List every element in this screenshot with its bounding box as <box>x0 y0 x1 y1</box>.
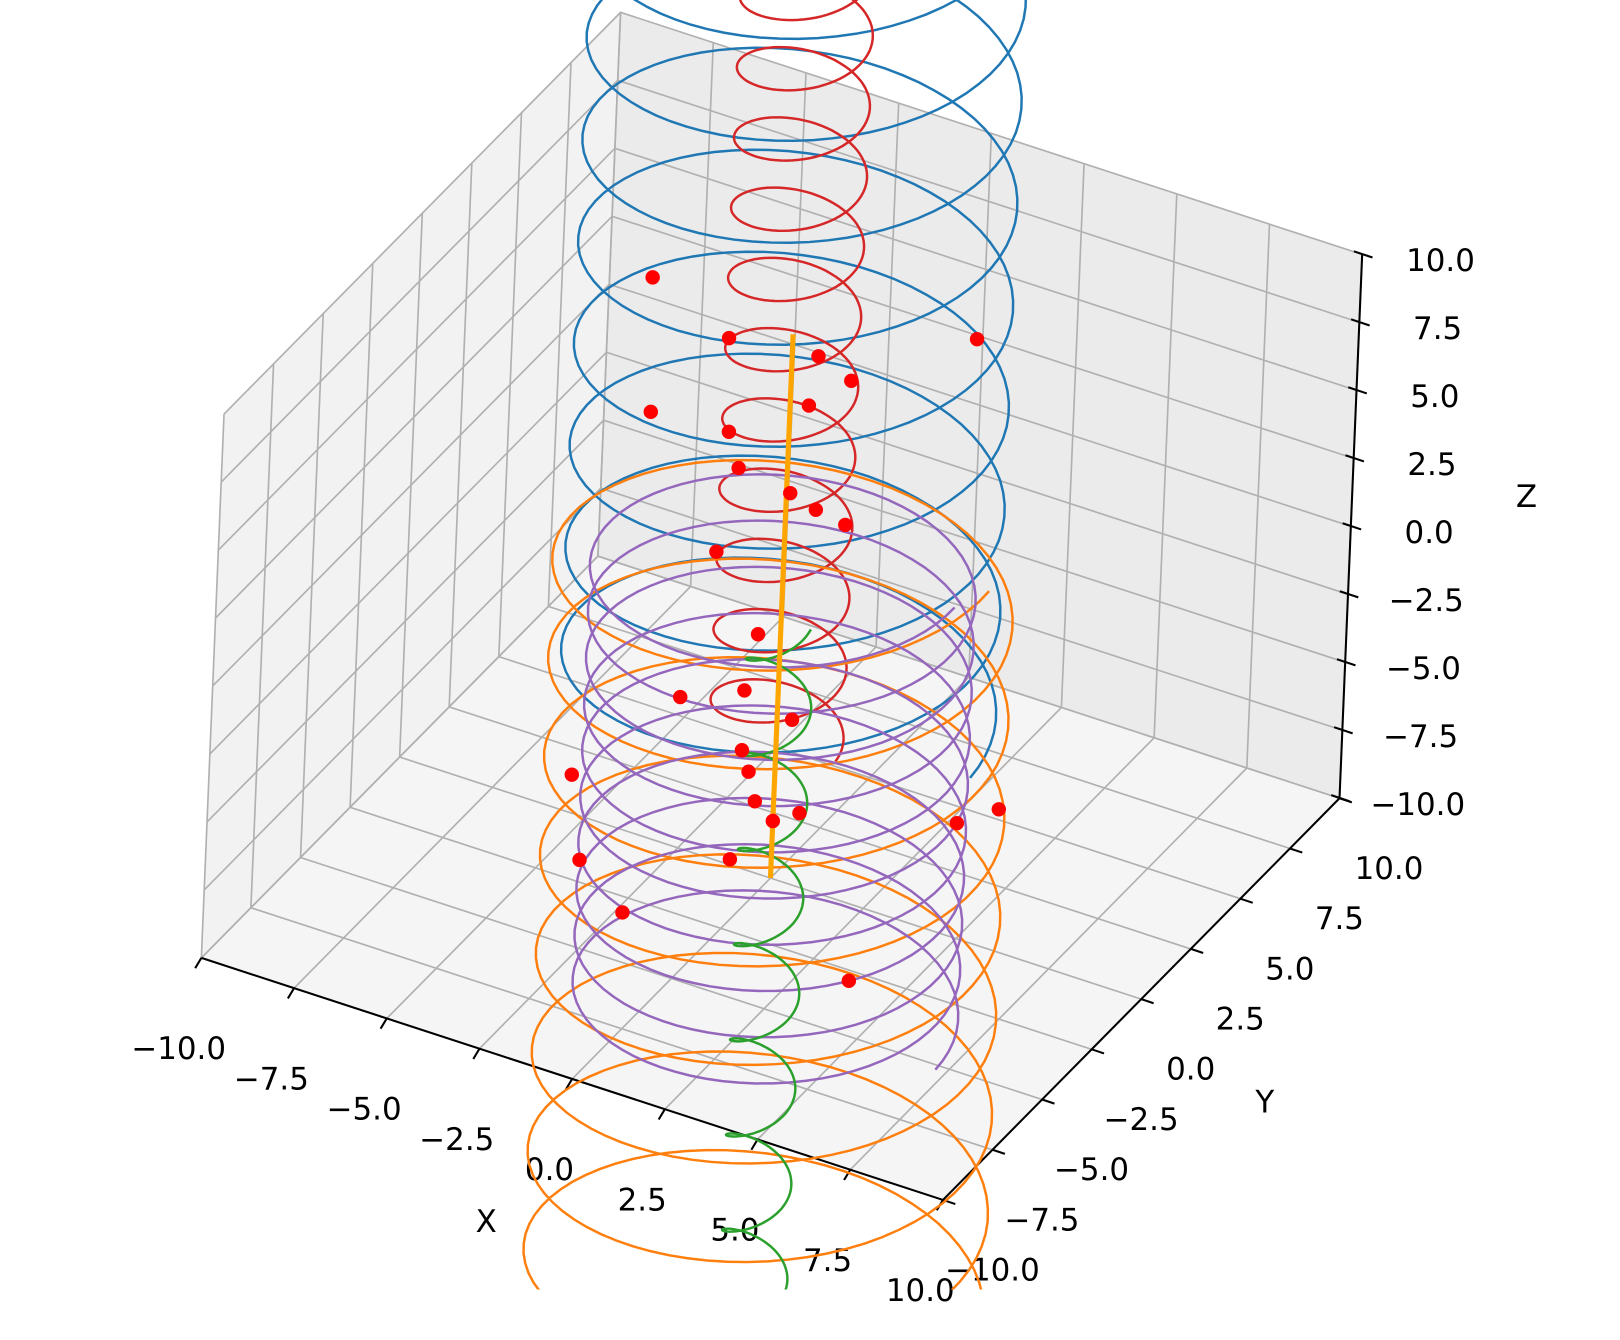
scatter-point <box>801 398 817 413</box>
scatter-point <box>808 502 824 517</box>
x-tick-label: 10.0 <box>886 1273 955 1309</box>
y-tick-label: −5.0 <box>1054 1152 1129 1188</box>
scatter-point <box>838 517 853 533</box>
x-tick <box>287 987 295 999</box>
scatter-point <box>721 330 737 346</box>
x-tick-label: −7.5 <box>234 1061 309 1097</box>
axis-line <box>1338 254 1364 799</box>
scatter-point <box>991 802 1007 817</box>
y-tick <box>1091 1048 1105 1055</box>
grid-line <box>214 215 1354 619</box>
grid-line <box>203 487 1343 891</box>
scatter-point <box>564 767 580 782</box>
z-tick-label: −2.5 <box>1389 583 1464 619</box>
z-tick-label: 5.0 <box>1410 379 1459 415</box>
grid-line <box>223 11 1363 415</box>
scatter-point <box>737 683 752 698</box>
z-tick-label: −7.5 <box>1383 719 1458 755</box>
scatter-point <box>811 349 826 364</box>
x-tick <box>379 1017 388 1030</box>
grid-line <box>220 79 1360 483</box>
scatter-point <box>747 794 763 809</box>
axis-line <box>942 797 1341 1201</box>
grid-line <box>217 147 1357 551</box>
scatter-point <box>750 627 766 642</box>
scatter-point <box>969 331 985 347</box>
helix <box>559 0 1027 779</box>
x-tick-label: −2.5 <box>419 1122 494 1158</box>
x-tick <box>194 957 203 969</box>
scatter-point <box>722 852 738 867</box>
z-tick-label: −10.0 <box>1370 787 1465 823</box>
y-tick <box>1240 897 1254 904</box>
z-tick-label: 2.5 <box>1407 447 1456 483</box>
y-tick-label: 5.0 <box>1265 951 1314 987</box>
scatter-point <box>741 764 756 779</box>
y-tick <box>1140 998 1154 1005</box>
y-tick-label: 7.5 <box>1315 901 1364 937</box>
x-tick-label: 2.5 <box>618 1182 667 1218</box>
x-tick-label: −5.0 <box>327 1092 402 1128</box>
vertical-line <box>767 334 796 879</box>
grid-line <box>212 283 1352 687</box>
y-tick-label: −2.5 <box>1104 1102 1179 1138</box>
scatter-point <box>615 905 630 920</box>
scatter-point <box>572 852 587 868</box>
helix <box>571 473 977 1085</box>
y-tick-label: 0.0 <box>1166 1052 1215 1088</box>
data-layer <box>522 0 1027 1290</box>
y-tick-label: 2.5 <box>1216 1001 1265 1037</box>
axes: −10.0−7.5−5.0−2.50.02.55.07.510.0−10.0−7… <box>131 243 1474 1309</box>
plot-area: −10.0−7.5−5.0−2.50.02.55.07.510.0−10.0−7… <box>131 0 1537 1309</box>
x-tick <box>565 1078 574 1090</box>
z-tick-label: 7.5 <box>1413 311 1462 347</box>
grid-line <box>206 419 1346 823</box>
grid-line <box>200 555 1340 959</box>
x-tick-label: −10.0 <box>131 1031 226 1067</box>
scatter-point <box>721 424 737 440</box>
z-tick <box>1353 250 1373 259</box>
y-tick <box>992 1148 1006 1155</box>
scatter-point <box>765 813 781 829</box>
scatter-point <box>673 689 688 705</box>
y-tick-label: −10.0 <box>945 1253 1040 1289</box>
y-tick <box>1041 1098 1055 1105</box>
helix <box>522 458 1014 1290</box>
helix <box>709 0 875 763</box>
scatter-point <box>783 485 798 501</box>
x-tick <box>657 1108 666 1121</box>
z-tick-label: −5.0 <box>1386 651 1461 687</box>
grid <box>200 11 1363 1201</box>
y-tick <box>1190 947 1204 954</box>
z-tick-label: 0.0 <box>1405 515 1454 551</box>
scatter-point <box>841 973 857 989</box>
scatter-point <box>709 544 724 559</box>
x-axis-title: X <box>476 1204 497 1240</box>
scatter-point <box>643 404 659 420</box>
scatter-point <box>784 712 800 727</box>
scatter-point <box>731 460 746 476</box>
scatter-point <box>792 805 807 821</box>
y-tick-label: 10.0 <box>1355 851 1424 887</box>
axis-line <box>201 956 944 1201</box>
y-tick-label: −7.5 <box>1004 1202 1079 1238</box>
x-tick <box>472 1048 481 1060</box>
grid-line <box>209 351 1349 755</box>
z-axis-title: Z <box>1516 479 1537 515</box>
z-tick-label: 10.0 <box>1406 243 1475 279</box>
scatter-point <box>949 815 965 831</box>
x-tick <box>750 1138 759 1151</box>
x-tick <box>843 1169 852 1181</box>
scatter-point <box>734 743 750 758</box>
scatter-point <box>645 270 660 285</box>
y-axis-title: Y <box>1254 1085 1274 1121</box>
y-tick <box>1289 847 1303 854</box>
scatter-point <box>844 373 859 389</box>
x-tick-label: 0.0 <box>525 1152 574 1188</box>
